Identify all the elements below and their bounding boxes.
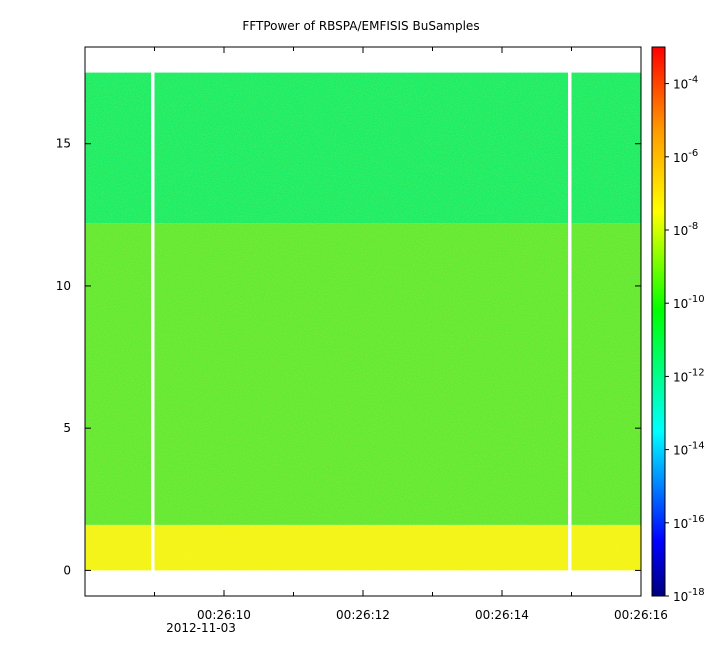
data-gap-0 (151, 71, 155, 572)
colorbar-tick-label-4: 10-12 (673, 367, 705, 384)
colorbar-tick-label-5: 10-14 (673, 441, 705, 458)
colorbar-tick-label-1: 10-6 (673, 148, 698, 165)
x-axis: 00:26:10 00:26:12 00:26:14 00:26:16 (84, 47, 668, 622)
x-tick-label-2: 00:26:14 (475, 608, 529, 622)
spectrogram-texture (85, 72, 641, 571)
colorbar-tick-label-7: 10-18 (673, 587, 705, 604)
colorbar: 10-4 10-6 10-8 10-10 10-12 10-14 10-16 10-18 (651, 46, 705, 604)
y-tick-label-2: 10 (56, 279, 71, 293)
x-tick-label-1: 00:26:12 (336, 608, 390, 622)
y-axis: 0 5 10 15 (56, 137, 641, 577)
colorbar-tick-label-3: 10-10 (673, 294, 705, 311)
y-tick-label-1: 5 (63, 421, 71, 435)
x-tick-label-3: 00:26:16 (614, 608, 668, 622)
x-tick-label-0: 00:26:10 (197, 608, 251, 622)
y-tick-label-0: 0 (63, 563, 71, 577)
data-gaps (151, 71, 572, 572)
y-tick-label-3: 15 (56, 137, 71, 151)
data-gap-1 (568, 71, 572, 572)
colorbar-tick-label-2: 10-8 (673, 221, 698, 238)
colorbar-tick-label-6: 10-16 (673, 514, 705, 531)
x-date-label: 2012-11-03 (166, 621, 236, 635)
colorbar-tick-label-0: 10-4 (673, 75, 698, 92)
noise-overlay (85, 72, 641, 571)
chart-title: FFTPower of RBSPA/EMFISIS BuSamples (242, 19, 479, 33)
colorbar-gradient (651, 46, 666, 597)
colorbar-ticks: 10-4 10-6 10-8 10-10 10-12 10-14 10-16 10-18 (665, 75, 705, 604)
